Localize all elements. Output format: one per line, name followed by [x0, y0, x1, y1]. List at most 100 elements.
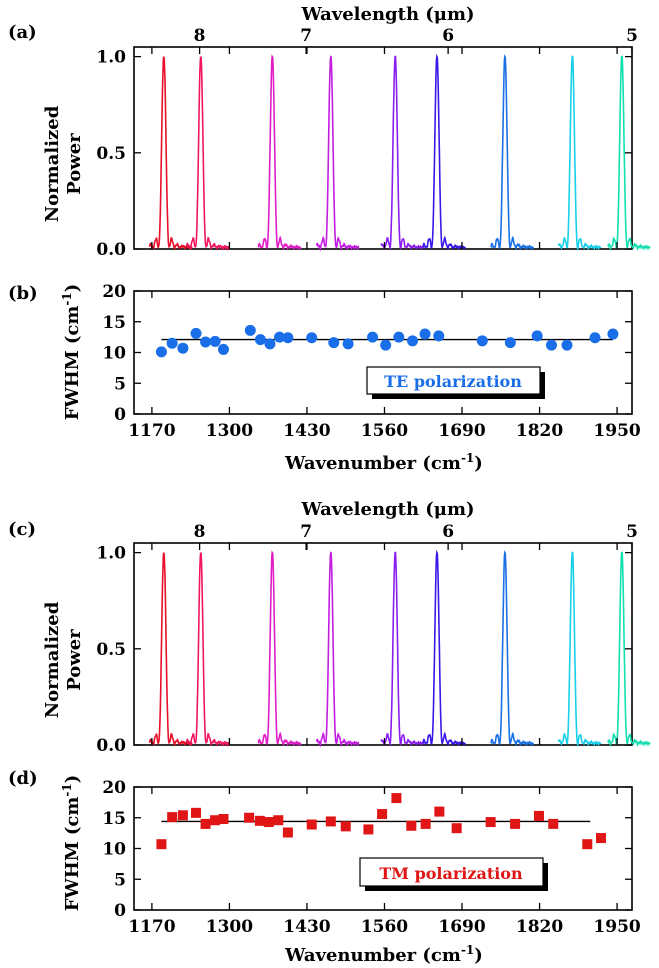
spectrum-curve — [380, 55, 425, 251]
y-tick-label: 10 — [102, 344, 126, 364]
y-tick-label: 5 — [114, 870, 126, 890]
data-point — [363, 824, 374, 835]
data-point — [607, 328, 619, 340]
data-point — [273, 815, 284, 826]
spectrum-curve — [607, 55, 651, 252]
y-axis-label-a-line2: Power — [64, 133, 85, 195]
spectrum-curve — [490, 54, 534, 251]
data-point — [420, 818, 431, 829]
y-tick-label: 5 — [114, 374, 126, 394]
x-tick-label: 1430 — [283, 917, 330, 937]
x-axis-label-d: Wavenumber (cm-1) — [284, 943, 483, 966]
data-point — [254, 334, 266, 346]
panel-label-c: (c) — [8, 519, 36, 540]
data-point — [451, 823, 462, 834]
x-tick-label: 1690 — [438, 917, 485, 937]
data-point — [328, 337, 340, 349]
data-point — [561, 339, 573, 351]
spectrum-curve — [557, 55, 602, 252]
fwhm-points-b — [155, 324, 619, 358]
data-point — [217, 343, 229, 355]
spectrum-curve — [185, 552, 230, 748]
x-tick-label: 1430 — [283, 421, 330, 441]
x-tick-label: 1820 — [516, 917, 563, 937]
axis-ticks-a: 0.0 0.5 1.0 8 7 6 5 — [96, 26, 638, 260]
data-point — [391, 793, 402, 804]
axis-ticks-b: 1170 1300 1430 1560 1690 1820 1950 0 5 10 15 20 — [102, 282, 641, 441]
data-point — [167, 812, 178, 823]
data-point — [595, 833, 606, 844]
panel-d: (d) FWHM (cm-1) 1170 1300 1430 1560 1690 1820… — [8, 768, 641, 966]
data-point — [166, 337, 178, 349]
y-tick-label: 20 — [102, 778, 126, 798]
data-point — [156, 839, 167, 850]
x-tick-label: 1820 — [516, 421, 563, 441]
data-point — [548, 818, 559, 829]
axis-ticks-c: 0.0 0.5 1.0 8 7 6 5 — [96, 522, 638, 756]
y-axis-label-c-line2: Power — [64, 629, 85, 691]
data-point — [531, 330, 543, 342]
spectrum-curve — [315, 55, 360, 252]
top-tick-label: 5 — [626, 522, 638, 542]
top-tick-label: 8 — [194, 26, 206, 46]
data-point — [282, 827, 293, 838]
x-tick-label: 1170 — [128, 421, 175, 441]
legend-text-d: TM polarization — [379, 864, 523, 883]
top-tick-label: 8 — [194, 522, 206, 542]
spectrum-curve — [148, 552, 193, 747]
panel-a: (a) Wavelength (μm) Normalized Power 0.0… — [8, 4, 651, 260]
panel-label-d: (d) — [8, 768, 38, 789]
data-point — [325, 816, 336, 827]
data-point — [200, 818, 211, 829]
spectrum-curve — [607, 551, 651, 748]
data-point — [342, 338, 354, 350]
spectrum-curve — [422, 53, 466, 250]
data-point — [306, 819, 317, 830]
y-axis-label-d: FWHM (cm-1) — [60, 775, 83, 912]
data-point — [209, 335, 221, 347]
data-point — [476, 335, 488, 347]
spectrum-curve — [490, 550, 534, 747]
data-point — [244, 324, 256, 336]
plot-frame-d — [133, 786, 633, 911]
x-tick-label: 1560 — [361, 421, 408, 441]
spectrum-curve — [185, 56, 230, 252]
spectrum-curve — [257, 550, 302, 747]
data-point — [244, 812, 255, 823]
x-tick-label: 1170 — [128, 917, 175, 937]
data-point — [155, 346, 167, 358]
data-point — [533, 810, 544, 821]
x-tick-label: 1950 — [593, 917, 640, 937]
panel-c: (c) Wavelength (μm) Normalized Power 0.0… — [8, 499, 651, 756]
data-point — [419, 328, 431, 340]
legend-box-d: TM polarization — [359, 857, 548, 891]
top-tick-label: 7 — [300, 26, 312, 46]
data-point — [177, 810, 188, 821]
top-tick-label: 6 — [442, 26, 454, 46]
fwhm-points-d — [156, 793, 606, 850]
data-point — [306, 332, 318, 344]
data-point — [367, 331, 379, 343]
data-point — [510, 818, 521, 829]
data-point — [210, 815, 221, 826]
data-point — [340, 821, 351, 832]
top-tick-label: 6 — [442, 522, 454, 542]
panel-label-a: (a) — [8, 22, 37, 43]
panel-b: (b) FWHM (cm-1) 1170 1300 1430 1560 1690 1820… — [8, 282, 641, 474]
y-tick-label: 0.5 — [96, 640, 126, 660]
top-tick-label: 7 — [300, 522, 312, 542]
top-axis-title-c: Wavelength (μm) — [300, 499, 474, 520]
data-point — [190, 327, 202, 339]
spectrum-curve — [557, 551, 602, 748]
data-point — [263, 817, 274, 828]
x-tick-label: 1690 — [438, 421, 485, 441]
data-point — [191, 807, 202, 818]
y-tick-label: 0.0 — [96, 240, 126, 260]
y-tick-label: 10 — [102, 840, 126, 860]
y-axis-label-b: FWHM (cm-1) — [60, 284, 83, 421]
data-point — [406, 820, 417, 831]
spectra-curves-c — [148, 549, 651, 748]
x-tick-label: 1950 — [593, 421, 640, 441]
panel-label-b: (b) — [8, 283, 38, 304]
top-axis-title-a: Wavelength (μm) — [300, 4, 474, 25]
